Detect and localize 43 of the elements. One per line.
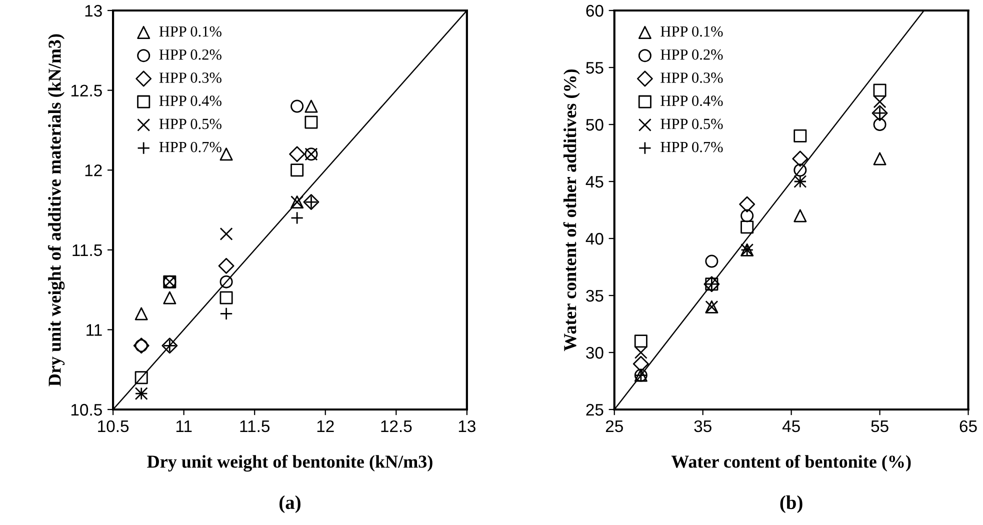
text: (a) bbox=[280, 495, 300, 514]
y-tick-label: 50 bbox=[586, 118, 604, 131]
x-tick-label: 11 bbox=[176, 420, 192, 432]
x-axis-title: Water content of bentonite (%) bbox=[671, 454, 911, 472]
y-tick-label: 10.5 bbox=[71, 404, 102, 416]
legend-label: HPP 0.1% bbox=[660, 26, 723, 37]
x-tick-label: 12.5 bbox=[381, 420, 412, 432]
x-tick-label: 45 bbox=[782, 420, 800, 432]
legend-label: HPP 0.3% bbox=[159, 72, 222, 83]
y-tick-label: 40 bbox=[586, 232, 604, 245]
legend-label: HPP 0.5% bbox=[660, 118, 723, 130]
y-tick-label: 45 bbox=[586, 176, 604, 188]
x-tick-label: 12 bbox=[317, 420, 334, 432]
legend-label: HPP 0.7% bbox=[159, 142, 222, 152]
legend-label: HPP 0.4% bbox=[159, 96, 222, 106]
y-tick-label: 35 bbox=[586, 290, 604, 302]
y-tick-label: 55 bbox=[586, 62, 604, 74]
y-tick-label: 30 bbox=[586, 346, 604, 359]
y-tick-label: 25 bbox=[586, 404, 604, 416]
x-tick-label: 35 bbox=[694, 420, 712, 432]
legend-label: HPP 0.3% bbox=[660, 72, 723, 83]
y-tick-label: 11.5 bbox=[72, 244, 102, 256]
x-tick-label: 65 bbox=[960, 420, 977, 432]
y-axis-title: Water content of other additives (%) bbox=[563, 69, 580, 352]
y-tick-label: 12 bbox=[85, 164, 102, 176]
x-tick-label: 55 bbox=[871, 420, 888, 432]
y-tick-label: 12.5 bbox=[71, 84, 102, 97]
x-tick-label: 25 bbox=[606, 420, 623, 432]
text: (b) bbox=[780, 495, 802, 514]
x-tick-label: 11.5 bbox=[240, 420, 270, 432]
legend-label: HPP 0.5% bbox=[159, 118, 222, 130]
legend-label: HPP 0.7% bbox=[660, 142, 723, 152]
y-tick-label: 11 bbox=[86, 324, 102, 336]
x-tick-label: 10.5 bbox=[98, 420, 129, 432]
y-tick-label: 60 bbox=[586, 4, 604, 17]
x-axis-title: Dry unit weight of bentonite (kN/m3) bbox=[147, 454, 432, 472]
legend-label: HPP 0.2% bbox=[159, 49, 222, 60]
legend-label: HPP 0.1% bbox=[159, 26, 222, 37]
y-tick-label: 13 bbox=[85, 4, 102, 17]
y-axis-title: Dry unit weight of additive materials (kN/m3) bbox=[48, 34, 65, 386]
x-tick-label: 13 bbox=[458, 420, 476, 432]
legend-label: HPP 0.2% bbox=[660, 49, 723, 60]
legend-label: HPP 0.4% bbox=[660, 96, 723, 106]
